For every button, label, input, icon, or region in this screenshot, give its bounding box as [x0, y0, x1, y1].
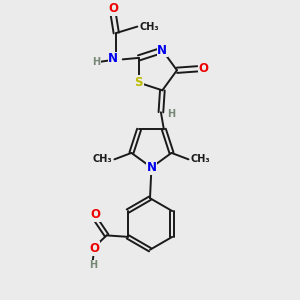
Text: CH₃: CH₃: [92, 154, 112, 164]
Text: CH₃: CH₃: [140, 22, 159, 32]
Text: S: S: [135, 76, 143, 89]
Text: N: N: [158, 44, 167, 57]
Text: CH₃: CH₃: [191, 154, 211, 164]
Text: N: N: [108, 52, 118, 65]
Text: H: H: [92, 57, 101, 67]
Text: N: N: [146, 161, 157, 174]
Text: O: O: [199, 62, 209, 75]
Text: O: O: [90, 208, 100, 221]
Text: O: O: [89, 242, 99, 255]
Text: H: H: [167, 109, 175, 119]
Text: O: O: [108, 2, 118, 15]
Text: H: H: [89, 260, 97, 270]
